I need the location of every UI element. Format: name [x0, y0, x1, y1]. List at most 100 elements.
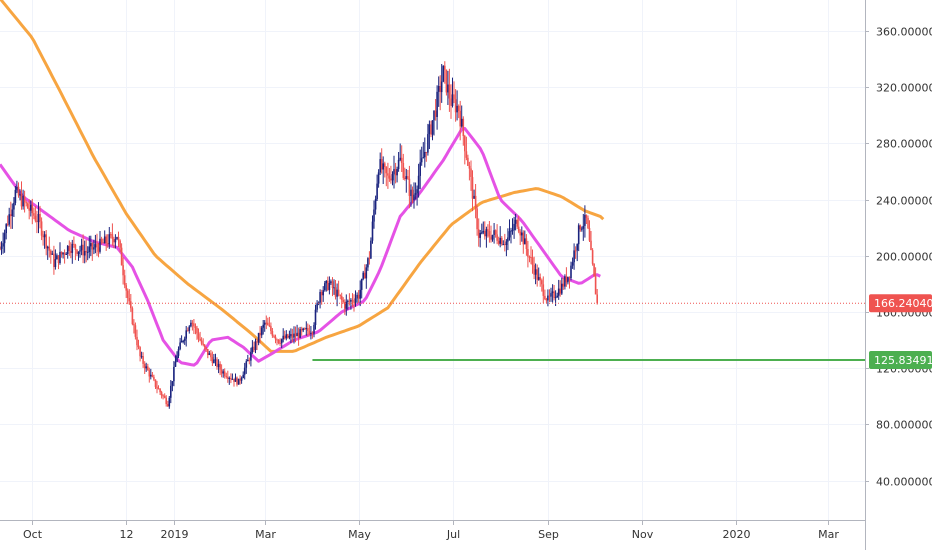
candle-body [62, 252, 64, 255]
support-price-label: 125.834919 [874, 354, 932, 367]
current-price-tag-bg [869, 294, 932, 313]
candle-body [347, 300, 349, 302]
candle-body [316, 303, 318, 310]
candle-body [105, 236, 107, 244]
candle-body [325, 280, 328, 284]
candle-body [223, 371, 226, 377]
candle-body [126, 290, 129, 298]
candle-body [544, 295, 546, 299]
candle-body [336, 289, 338, 297]
candle-body [17, 186, 20, 196]
candle-body [391, 174, 394, 181]
candle-body [300, 329, 303, 331]
candle-body [13, 202, 15, 210]
candle-body [65, 254, 67, 255]
candle-body [207, 349, 209, 355]
candle-body [348, 300, 351, 302]
candle-body [570, 265, 572, 279]
candle-body [239, 378, 241, 381]
candle-body [556, 295, 558, 298]
candle-body [419, 162, 421, 176]
candle-body [174, 361, 177, 367]
candle-body [380, 159, 383, 170]
candle-body [485, 229, 488, 237]
candle-body [80, 244, 83, 251]
candle-body [180, 340, 183, 343]
candle-body [191, 322, 194, 324]
candle-body [439, 86, 441, 93]
candle-body [525, 238, 528, 249]
candle-body [25, 202, 27, 204]
candle-body [270, 326, 272, 331]
candle-body [517, 226, 520, 232]
candle-body [408, 178, 411, 196]
candle-body [533, 265, 535, 275]
candle-body [151, 374, 154, 377]
candle-body [587, 217, 589, 229]
candle-body [113, 238, 115, 243]
candle-body [397, 159, 400, 169]
candle-body [153, 376, 155, 380]
x-tick-label: 2019 [161, 528, 189, 541]
candle-body [168, 397, 171, 407]
x-tick-label: Sep [538, 528, 559, 541]
candle-body [396, 169, 398, 176]
candle-body [425, 152, 428, 153]
candle-body [128, 298, 131, 302]
candle-body [157, 388, 160, 390]
candle-body [140, 356, 143, 358]
candle-body [277, 339, 280, 343]
candle-body [48, 246, 51, 251]
axes [0, 0, 866, 550]
candle-body [339, 294, 341, 296]
candle-body [581, 228, 583, 230]
candle-body [373, 209, 375, 222]
candle-body [514, 219, 517, 224]
candle-body [554, 297, 557, 299]
ma-slow-line [0, 0, 605, 353]
candle-body [227, 377, 229, 379]
candle-body [407, 176, 409, 179]
candle-body [519, 231, 521, 236]
candle-body [420, 158, 423, 163]
candle-body [40, 221, 43, 236]
candle-body [63, 252, 66, 255]
candle-body [379, 159, 381, 173]
candle-body [453, 94, 455, 100]
candle-body [448, 84, 451, 99]
candle-body [46, 246, 49, 249]
candle-body [594, 276, 597, 295]
candle-body [234, 377, 237, 382]
candle-body [228, 378, 231, 379]
candle-body [90, 243, 92, 247]
candle-body [28, 208, 30, 211]
candle-body [123, 275, 126, 286]
candle-body [256, 341, 258, 343]
candle-body [530, 257, 532, 258]
candle-body [76, 249, 78, 254]
candle-body [304, 328, 306, 330]
candle-body [240, 378, 243, 381]
candle-body [579, 225, 582, 230]
candle-body [131, 308, 134, 325]
candle-body [427, 134, 429, 153]
candle-body [16, 186, 18, 190]
candle-body [384, 163, 386, 167]
candle-body [328, 283, 331, 290]
candle-body [296, 332, 298, 337]
candle-body [402, 163, 405, 178]
candle-body [584, 214, 586, 226]
candle-body [167, 404, 169, 407]
candle-body [285, 334, 288, 339]
candle-body [273, 335, 275, 337]
candle-body [508, 231, 511, 238]
candle-body [82, 244, 84, 256]
candle-body [170, 385, 172, 398]
candle-body [134, 325, 137, 337]
candle-body [94, 244, 97, 248]
candle-body [247, 359, 249, 362]
candle-body [276, 339, 278, 341]
candle-body [34, 215, 37, 221]
candle-body [504, 244, 506, 246]
